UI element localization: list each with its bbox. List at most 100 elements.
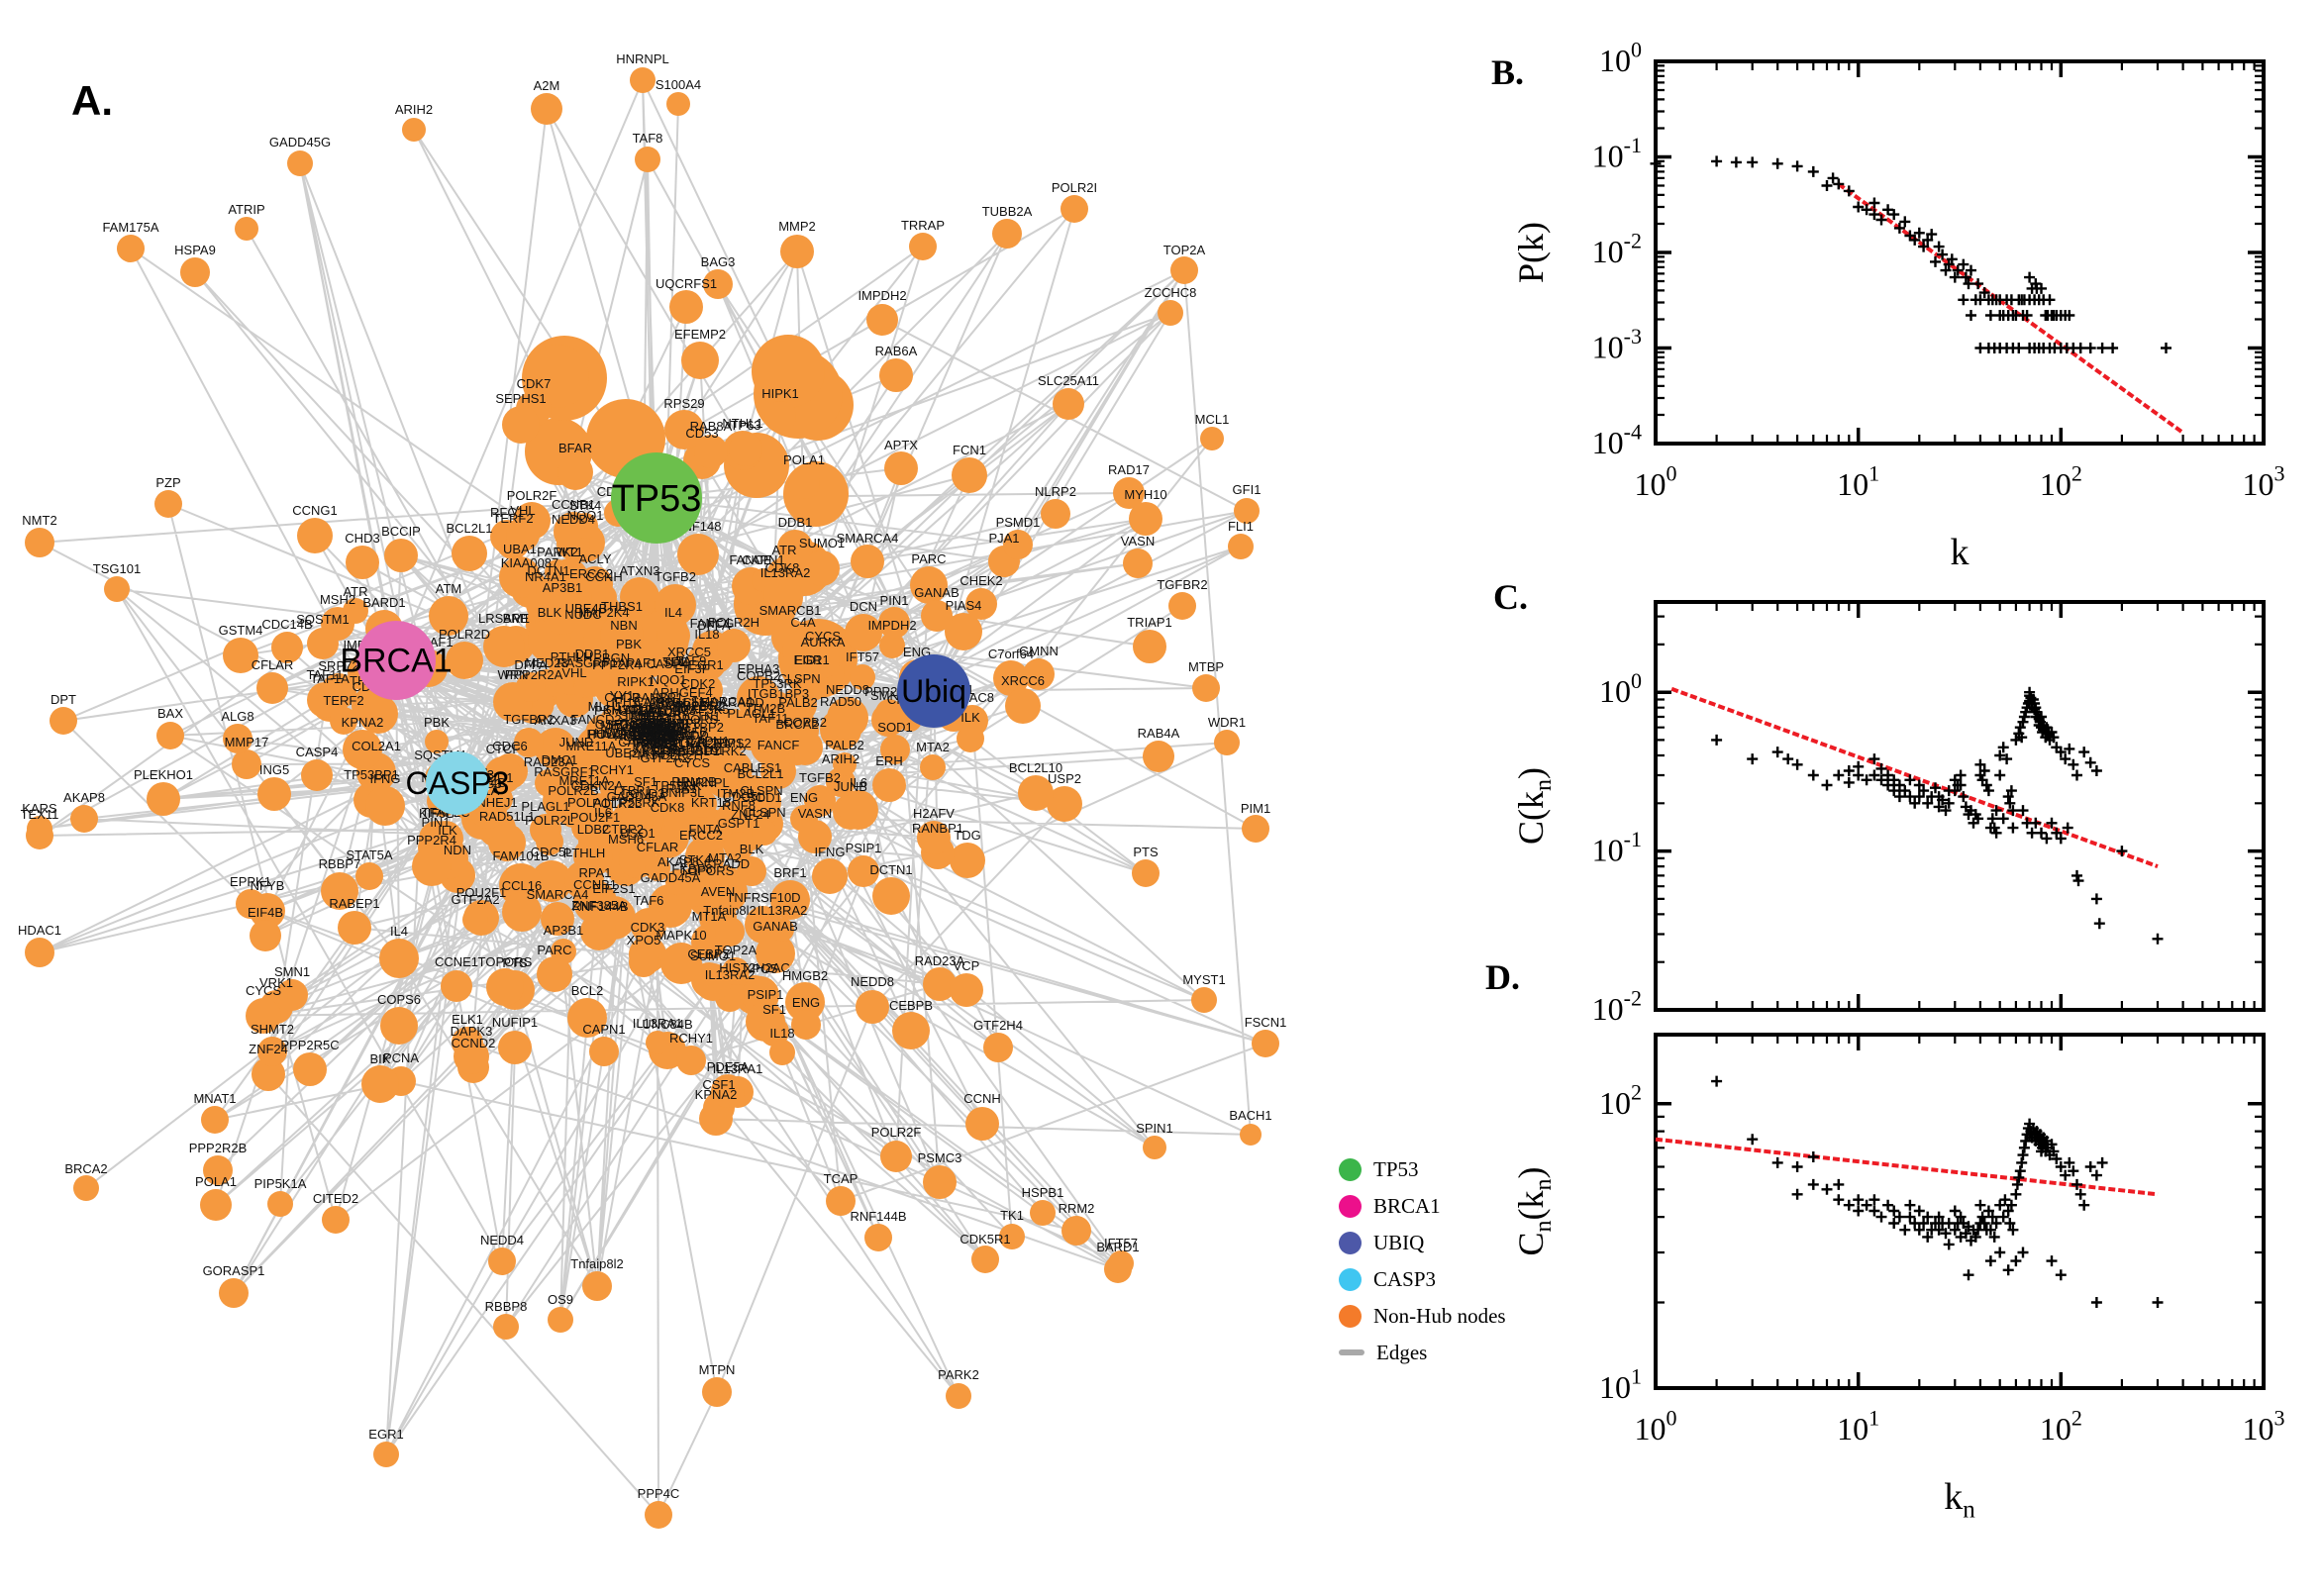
network-node — [321, 872, 358, 910]
x-axis-title: k — [1951, 532, 1970, 573]
gene-label: IL13RA2 — [758, 903, 808, 918]
network-node — [1200, 427, 1224, 450]
gene-label: TRIAP1 — [1127, 615, 1172, 630]
network-node — [257, 777, 291, 811]
network-node — [429, 596, 468, 636]
network-node — [307, 628, 339, 659]
gene-label: KPNA2 — [342, 715, 384, 730]
gene-label: GADD45G — [269, 135, 331, 150]
network-node — [737, 856, 766, 886]
tick-label: 100 — [1635, 1406, 1677, 1446]
plot-frame — [1654, 600, 2266, 1012]
network-node — [256, 672, 288, 704]
network-node — [878, 607, 910, 639]
gene-label: DCTN1 — [527, 563, 569, 578]
gene-label: TP63 — [730, 418, 760, 433]
gene-label: APAF1 — [618, 655, 657, 670]
network-node — [271, 632, 303, 663]
gene-label: RFC1 — [490, 505, 524, 520]
gene-label: JUND — [559, 735, 594, 749]
network-node — [669, 290, 703, 324]
network-node — [297, 518, 333, 553]
gene-label: MYST1 — [1182, 972, 1225, 987]
gene-label: PIN1 — [422, 815, 451, 830]
gene-label: SMN1 — [274, 964, 310, 979]
gene-label: EDARADD — [701, 695, 764, 710]
network-node — [493, 1314, 519, 1340]
gene-label: TP53BP1 — [664, 744, 720, 758]
gene-label: PARC — [537, 943, 571, 957]
gene-label: RAB4A — [1138, 726, 1180, 741]
network-node — [574, 661, 610, 697]
gene-label: RAD51L1 — [479, 809, 535, 824]
gene-label: BRCA2 — [64, 1161, 107, 1176]
gene-label: STK4 — [569, 498, 602, 513]
network-node — [600, 777, 624, 801]
legend-row-non-hub-nodes: Non-Hub nodes — [1339, 1303, 1506, 1329]
gene-label: RNF144B — [571, 899, 628, 914]
network-node — [1214, 730, 1240, 755]
gene-label: CDK2 — [681, 676, 716, 691]
gene-label: S100A4 — [656, 77, 701, 92]
network-node — [355, 862, 383, 890]
gene-label: FANCF — [758, 738, 800, 752]
legend-label: Non-Hub nodes — [1373, 1303, 1506, 1328]
gene-label: USO1 — [633, 725, 667, 740]
network-node — [664, 410, 704, 449]
gene-label: BGN — [602, 650, 630, 665]
edge-swatch-icon — [1339, 1349, 1364, 1355]
gene-label: GSPT1 — [718, 816, 760, 831]
network-node — [514, 728, 544, 757]
network-node — [498, 1031, 532, 1064]
gene-label: FAM175A — [102, 220, 158, 235]
gene-label: ITGB1BP3 — [610, 721, 671, 736]
network-node — [1242, 815, 1269, 843]
network-node — [232, 749, 261, 779]
gene-label: PJA1 — [988, 531, 1019, 546]
network-node — [70, 805, 98, 833]
network-node — [1108, 1250, 1134, 1276]
network-node — [1060, 195, 1088, 223]
gene-label: NDN — [444, 843, 471, 857]
gene-label: TAF11 — [752, 711, 788, 726]
gene-label: ZNF148 — [618, 717, 664, 732]
gene-label: IFNG — [369, 771, 400, 786]
gene-label: RRM2 — [1059, 1201, 1095, 1216]
network-node — [1030, 1200, 1056, 1226]
gene-label: CCND3 — [621, 786, 665, 801]
gene-label: C7orf64 — [988, 647, 1034, 661]
plot-frame — [1654, 1033, 2266, 1390]
gene-label: AP2B1 — [624, 702, 663, 717]
gene-label: PPP2R2A — [505, 667, 563, 682]
gene-label: LRSAM1 — [478, 611, 530, 626]
gene-label: RABEP1 — [329, 896, 379, 911]
network-node — [1158, 300, 1183, 326]
gene-label: NHEJ1 — [476, 795, 517, 810]
gene-label: EGR1 — [688, 657, 723, 672]
network-node — [685, 842, 717, 873]
hub-node-casp3: CASP3 — [406, 751, 509, 815]
network-node — [502, 406, 540, 444]
gene-label: TGFBR2 — [1157, 577, 1207, 592]
gene-label: BFAR — [558, 441, 592, 455]
network-node — [252, 1057, 285, 1091]
gene-label: RAD51L1 — [668, 743, 724, 757]
network-node — [569, 788, 599, 818]
gene-label: ACLY — [579, 551, 612, 566]
network-node — [665, 869, 691, 895]
gene-label: TERF2 — [492, 511, 533, 526]
gene-label: GTF2A2 — [640, 750, 688, 765]
network-node — [850, 664, 875, 690]
gene-label: PSMC3 — [918, 1150, 962, 1165]
gene-label: TK1 — [1000, 1208, 1024, 1223]
network-node — [993, 660, 1029, 696]
gene-label: KIAA0087 — [501, 555, 559, 570]
gene-label: COPB2 — [783, 715, 827, 730]
network-node — [770, 880, 810, 920]
gene-label: ITGB1BP3 — [748, 686, 809, 701]
gene-label: RANBP1 — [632, 690, 683, 705]
gene-label: PSIP1 — [748, 987, 784, 1002]
gene-label: MSH2 — [320, 592, 355, 607]
